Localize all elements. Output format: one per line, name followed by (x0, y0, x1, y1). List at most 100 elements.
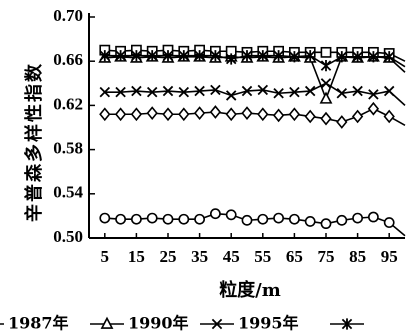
point-circle-9 (241, 214, 253, 226)
x-tick-label-6: 65 (286, 247, 303, 266)
point-star-17 (368, 51, 379, 63)
point-square-14 (320, 46, 332, 58)
point-star-15 (336, 51, 348, 63)
point-diamond-16 (351, 109, 364, 124)
point-star-18 (383, 51, 395, 63)
point-diamond-5 (178, 107, 190, 122)
point-star-6 (194, 50, 205, 62)
series-x (99, 78, 406, 106)
point-circle-10 (257, 213, 269, 225)
point-x-0 (99, 86, 111, 98)
y-tick-label-3: 0.62 (53, 94, 83, 113)
point-circle-17 (367, 211, 379, 223)
point-diamond-11 (272, 108, 285, 123)
point-circle-14 (320, 218, 332, 230)
point-diamond-3 (146, 106, 158, 120)
point-star-16 (352, 51, 363, 63)
point-diamond-4 (162, 107, 174, 122)
point-x-7 (210, 84, 221, 96)
point-diamond-7 (209, 105, 222, 119)
legend-label-circle: 1987年 (8, 314, 69, 333)
point-diamond-2 (130, 107, 143, 122)
point-star-12 (289, 51, 300, 63)
legend-marker-triangle (100, 316, 114, 329)
series-star (99, 50, 406, 72)
point-x-4 (162, 85, 174, 97)
point-circle-15 (336, 214, 348, 226)
point-star-8 (225, 53, 237, 65)
point-star-4 (162, 50, 174, 62)
point-circle-2 (130, 213, 142, 225)
legend-marker-x (211, 318, 223, 330)
point-triangle-14 (319, 91, 333, 104)
point-diamond-17 (367, 101, 380, 116)
series-line-x (104, 82, 406, 106)
x-axis-title: 粒度/m (219, 279, 281, 301)
point-circle-3 (146, 212, 158, 224)
point-circle-11 (273, 212, 284, 224)
x-tick-label-9: 95 (381, 247, 398, 266)
point-star-7 (210, 50, 221, 62)
point-star-1 (115, 50, 126, 62)
point-circle-1 (115, 213, 126, 225)
point-diamond-13 (304, 109, 316, 124)
point-x-6 (194, 85, 205, 97)
y-tick-label-1: 0.54 (53, 183, 83, 202)
point-diamond-0 (99, 107, 111, 122)
point-circle-7 (209, 208, 221, 220)
point-star-13 (304, 50, 316, 62)
legend-label-triangle: 1990年 (128, 314, 189, 333)
series-diamond (99, 101, 406, 129)
y-tick-label-4: 0.66 (53, 50, 83, 69)
point-star-9 (241, 50, 253, 62)
series-layer (98, 44, 406, 237)
x-tick-label-2: 25 (160, 247, 177, 266)
point-star-14 (320, 60, 332, 72)
series-circle (99, 208, 406, 237)
point-circle-16 (352, 212, 363, 224)
y-tick-label-5: 0.70 (53, 6, 83, 25)
point-x-9 (241, 85, 253, 97)
point-circle-0 (99, 212, 111, 224)
x-tick-label-8: 85 (349, 247, 366, 266)
point-x-10 (257, 84, 269, 96)
point-diamond-1 (114, 107, 127, 122)
x-tick-label-1: 15 (128, 247, 145, 266)
legend-entry-x: 1995年 (200, 314, 299, 333)
point-circle-12 (288, 213, 300, 225)
point-star-0 (99, 50, 111, 62)
point-circle-8 (225, 209, 237, 221)
point-x-8 (225, 90, 237, 101)
point-x-13 (304, 85, 316, 97)
point-x-3 (146, 86, 158, 98)
point-star-2 (131, 50, 142, 62)
x-tick-label-5: 55 (254, 247, 271, 266)
x-tick-label-4: 45 (223, 247, 240, 266)
point-x-18 (383, 85, 395, 97)
x-tick-label-3: 35 (191, 247, 208, 266)
point-diamond-15 (336, 115, 348, 129)
point-x-1 (115, 86, 126, 98)
point-star-11 (273, 50, 284, 62)
point-circle-6 (194, 213, 205, 225)
point-x-14 (320, 78, 332, 89)
point-diamond-14 (320, 111, 332, 126)
point-x-17 (368, 89, 379, 100)
point-x-5 (178, 86, 190, 98)
legend-entry-triangle: 1990年 (90, 314, 189, 333)
point-circle-13 (304, 216, 316, 227)
point-x-15 (336, 88, 348, 99)
axes-layer: 0.50 0.54 0.58 0.62 0.66 0.70 5 15 25 35 45 55 65 75 8… (53, 6, 405, 266)
point-x-12 (289, 86, 300, 98)
point-diamond-9 (241, 106, 253, 120)
legend-label-x: 1995年 (238, 314, 299, 333)
legend-marker-star (341, 318, 353, 330)
series-line-star (104, 54, 406, 68)
point-diamond-12 (288, 107, 301, 122)
point-diamond-10 (257, 107, 269, 122)
point-diamond-8 (225, 107, 237, 122)
y-tick-label-0: 0.50 (53, 227, 83, 246)
y-tick-label-2: 0.58 (53, 139, 83, 158)
